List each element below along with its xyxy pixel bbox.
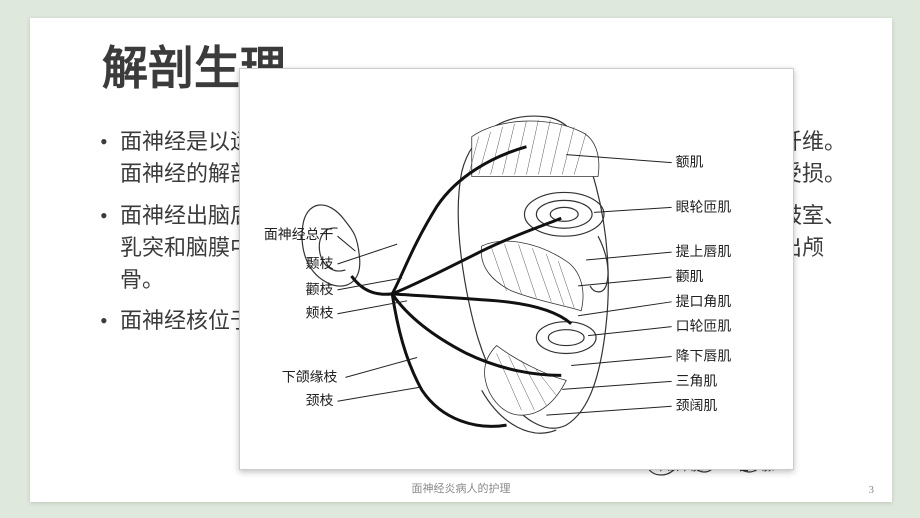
label-platysma: 颈阔肌 [676,398,718,414]
label-buccal-branch: 颊枝 [306,306,334,322]
label-temporal-branch: 颞枝 [306,256,334,272]
anatomy-svg: 面神经总干 颞枝 颧枝 颊枝 下颌缘枝 颈枝 额肌 眼轮匝肌 提上 [248,77,785,461]
slide: 解剖生理 面神经是以运动神经为主的混合神经，也含有感觉纤维及副交感神经纤维。面神… [30,18,892,502]
main-anatomical-diagram: 面神经总干 颞枝 颧枝 颊枝 下颌缘枝 颈枝 额肌 眼轮匝肌 提上 [239,68,794,470]
label-orbicularis-oris: 口轮匝肌 [676,319,732,335]
label-cervical-branch: 颈枝 [306,393,334,409]
orbicularis-oris [536,322,596,354]
orbicularis-oculi [524,192,604,236]
ear [302,205,360,286]
label-orbicularis-oculi: 眼轮匝肌 [676,199,732,215]
label-zygomaticus: 颧肌 [676,269,704,285]
label-frontalis: 额肌 [676,155,704,171]
label-depressor-labii: 降下唇肌 [676,348,732,364]
label-nerve-trunk: 面神经总干 [264,227,334,243]
label-mandibular-branch: 下颌缘枝 [282,369,338,385]
label-triangularis: 三角肌 [676,373,718,389]
footer-text: 面神经炎病人的护理 [30,480,892,496]
lower-face-muscles [482,346,567,434]
page-number: 3 [869,484,875,496]
label-levator-anguli: 提口角肌 [676,294,732,310]
label-levator-labii: 提上唇肌 [676,244,732,260]
label-zygomatic-branch: 颧枝 [306,282,334,298]
frontalis-muscle [469,120,599,177]
